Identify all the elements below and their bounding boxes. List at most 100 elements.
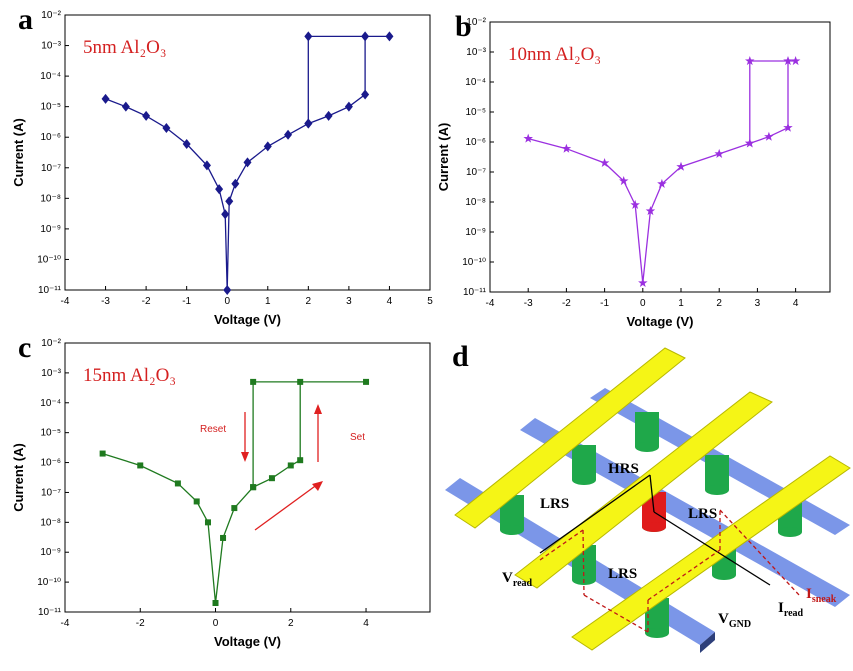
y-tick-label: 10⁻¹¹ <box>38 607 62 618</box>
x-tick-label: -3 <box>524 298 533 309</box>
x-tick-label: 3 <box>346 296 352 307</box>
marker <box>745 138 755 147</box>
marker <box>162 123 170 133</box>
y-tick-label: 10⁻⁵ <box>40 102 61 113</box>
marker <box>638 278 648 287</box>
y-tick-label: 10⁻² <box>41 338 61 349</box>
y-tick-label: 10⁻⁸ <box>40 193 61 204</box>
marker <box>225 196 233 206</box>
x-tick-label: 5 <box>427 296 433 307</box>
panel-label: b <box>455 10 472 43</box>
v-gnd-label: VGND <box>718 611 751 630</box>
y-tick-label: 10⁻² <box>41 10 61 21</box>
y-tick-label: 10⁻¹¹ <box>463 287 487 298</box>
y-tick-label: 10⁻⁶ <box>40 132 61 143</box>
hrs-label: HRS <box>608 461 639 477</box>
panel-annotation: 10nm Al₂O₃ <box>508 44 601 65</box>
y-tick-label: 10⁻³ <box>41 41 61 52</box>
y-tick-label: 10⁻¹⁰ <box>37 577 61 588</box>
x-tick-label: -1 <box>182 296 191 307</box>
panel-label: d <box>452 340 469 373</box>
panel-annotation: 5nm Al₂O₃ <box>83 37 166 58</box>
y-axis-label: Current (A) <box>11 443 26 512</box>
chart-panel: 10⁻¹¹10⁻¹⁰10⁻⁹10⁻⁸10⁻⁷10⁻⁶10⁻⁵10⁻⁴10⁻³10… <box>11 3 433 327</box>
y-tick-label: 10⁻³ <box>466 47 486 58</box>
y-tick-label: 10⁻¹¹ <box>38 285 62 296</box>
sweep-arrow <box>255 484 318 530</box>
x-tick-label: 1 <box>265 296 271 307</box>
marker <box>231 505 237 511</box>
x-tick-label: -4 <box>61 618 70 629</box>
marker <box>194 498 200 504</box>
marker <box>304 119 312 129</box>
x-tick-label: 4 <box>793 298 799 309</box>
x-tick-label: 2 <box>716 298 722 309</box>
chart-panel: 10⁻¹¹10⁻¹⁰10⁻⁹10⁻⁸10⁻⁷10⁻⁶10⁻⁵10⁻⁴10⁻³10… <box>11 331 430 649</box>
marker <box>221 209 229 219</box>
i-read-label: Iread <box>778 600 804 619</box>
x-tick-label: 3 <box>755 298 761 309</box>
y-tick-label: 10⁻⁴ <box>40 71 61 82</box>
y-tick-label: 10⁻¹⁰ <box>37 254 61 265</box>
marker <box>304 31 312 41</box>
marker <box>250 484 256 490</box>
marker <box>284 130 292 140</box>
x-tick-label: 0 <box>213 618 219 629</box>
marker <box>244 157 252 167</box>
marker <box>231 179 239 189</box>
y-tick-label: 10⁻³ <box>41 368 61 379</box>
x-tick-label: -4 <box>486 298 495 309</box>
y-tick-label: 10⁻⁷ <box>41 487 61 498</box>
y-tick-label: 10⁻⁶ <box>40 458 61 469</box>
y-tick-label: 10⁻⁷ <box>41 163 61 174</box>
x-tick-label: 1 <box>678 298 684 309</box>
marker <box>363 379 369 385</box>
marker <box>297 379 303 385</box>
figure: d HRS LRS LRS LRS Vread VGND Iread Isnea… <box>0 0 853 666</box>
marker <box>102 94 110 104</box>
y-tick-label: 10⁻⁴ <box>465 77 486 88</box>
x-tick-label: -2 <box>142 296 151 307</box>
y-tick-label: 10⁻¹⁰ <box>462 257 486 268</box>
x-tick-label: 4 <box>363 618 369 629</box>
y-tick-label: 10⁻⁵ <box>465 107 486 118</box>
x-tick-label: -3 <box>101 296 110 307</box>
lrs-label: LRS <box>608 566 637 582</box>
marker <box>297 457 303 463</box>
x-axis-label: Voltage (V) <box>627 314 694 329</box>
marker <box>215 184 223 194</box>
panel-label: a <box>18 3 33 36</box>
x-tick-label: 0 <box>224 296 230 307</box>
arrow-head <box>241 452 249 462</box>
y-tick-label: 10⁻⁹ <box>40 224 61 235</box>
y-tick-label: 10⁻⁵ <box>40 428 61 439</box>
marker <box>250 379 256 385</box>
x-tick-label: -1 <box>600 298 609 309</box>
marker <box>523 134 533 143</box>
panel-label: c <box>18 331 31 364</box>
marker <box>764 132 774 141</box>
y-tick-label: 10⁻⁹ <box>40 547 61 558</box>
iv-curve <box>103 382 366 603</box>
marker <box>175 480 181 486</box>
arrow-head <box>312 481 323 491</box>
x-tick-label: -4 <box>61 296 70 307</box>
marker <box>783 123 793 132</box>
arrow-label: Set <box>350 432 365 443</box>
x-tick-label: 2 <box>288 618 294 629</box>
crossbar-diagram: d HRS LRS LRS LRS Vread VGND Iread Isnea… <box>445 340 850 653</box>
y-tick-label: 10⁻⁸ <box>40 517 61 528</box>
y-tick-label: 10⁻⁸ <box>465 197 486 208</box>
marker <box>142 111 150 121</box>
marker <box>325 111 333 121</box>
marker <box>223 285 231 295</box>
marker <box>264 141 272 151</box>
marker <box>361 31 369 41</box>
panel-annotation: 15nm Al₂O₃ <box>83 365 176 386</box>
marker <box>361 90 369 100</box>
marker <box>345 102 353 112</box>
marker <box>205 519 211 525</box>
marker <box>288 462 294 468</box>
iv-curve <box>528 61 795 283</box>
x-tick-label: -2 <box>136 618 145 629</box>
